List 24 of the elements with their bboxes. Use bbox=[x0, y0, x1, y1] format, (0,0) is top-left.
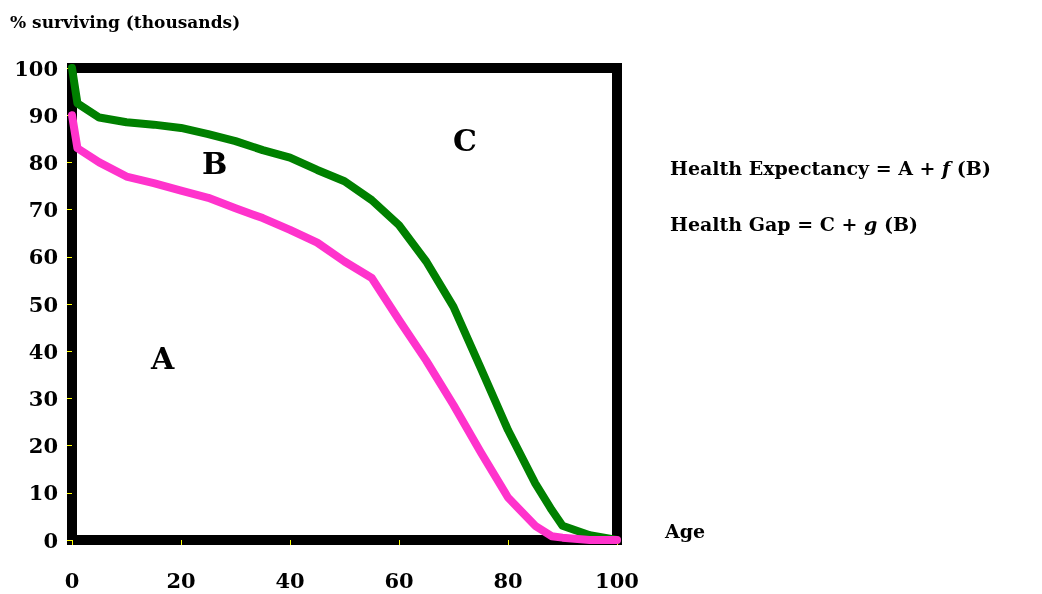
y-tick-label: 70 bbox=[28, 197, 58, 223]
annotation: B bbox=[202, 145, 228, 181]
y-tick-label: 0 bbox=[43, 527, 58, 553]
y-tick-label: 10 bbox=[28, 480, 58, 506]
x-tick-label: 60 bbox=[384, 568, 414, 593]
y-tick-label: 90 bbox=[28, 102, 58, 128]
y-tick-label: 40 bbox=[28, 338, 58, 364]
y-tick-label: 80 bbox=[28, 149, 58, 175]
y-axis-title: % surviving (thousands) bbox=[10, 11, 241, 32]
y-tick-label: 30 bbox=[28, 385, 58, 411]
x-axis-title: Age bbox=[664, 519, 706, 542]
text: Health Expectancy = A + f (B) bbox=[670, 156, 991, 179]
y-tick-label: 100 bbox=[14, 55, 58, 81]
y-tick-label: 50 bbox=[28, 291, 58, 317]
text: Health Gap = C + g (B) bbox=[670, 212, 918, 235]
x-tick-label: 0 bbox=[64, 568, 80, 593]
x-tick-label: 100 bbox=[595, 568, 639, 593]
y-tick-label: 20 bbox=[28, 433, 58, 459]
y-tick-label: 60 bbox=[28, 244, 58, 270]
x-tick-label: 40 bbox=[275, 568, 305, 593]
annotation: A bbox=[150, 340, 175, 376]
x-tick-label: 80 bbox=[493, 568, 523, 593]
x-tick-label: 20 bbox=[166, 568, 196, 593]
annotation: C bbox=[453, 122, 477, 158]
